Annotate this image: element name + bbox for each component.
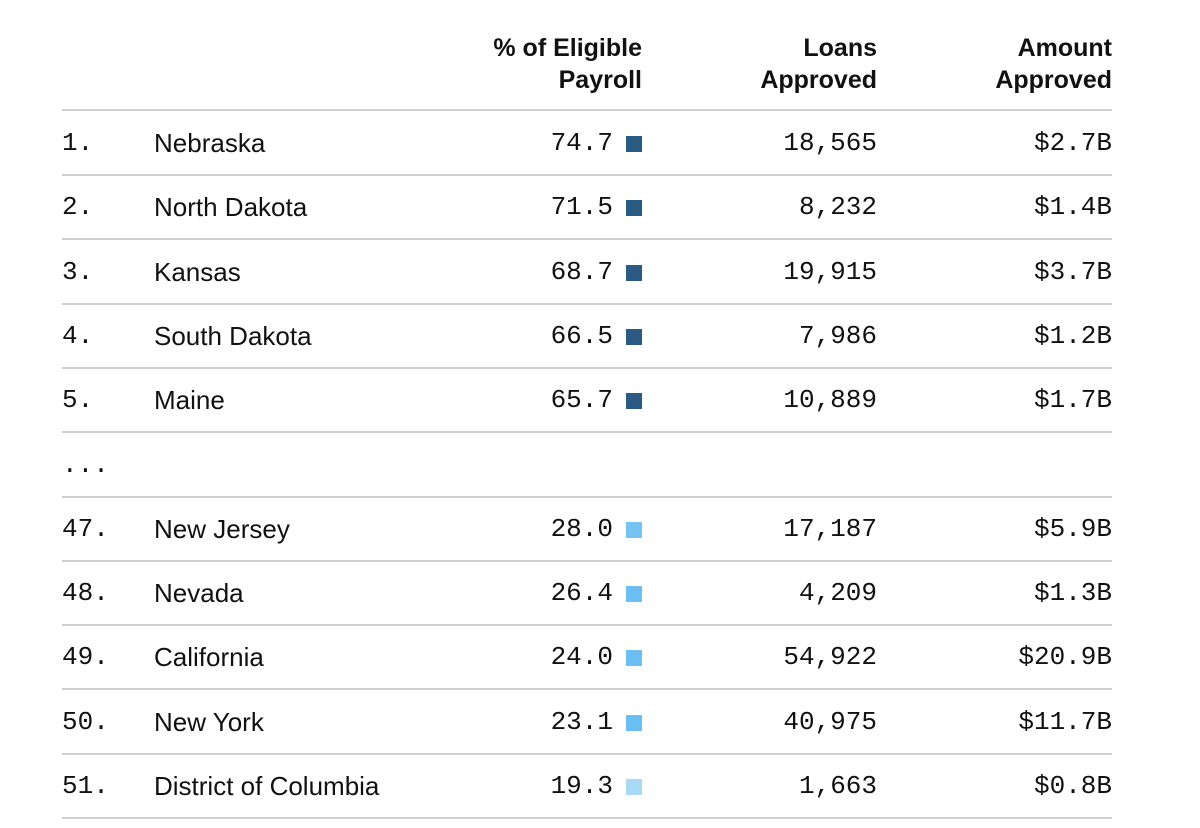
rank: 1. — [62, 128, 94, 158]
header-rule — [62, 109, 1112, 111]
row-rule — [62, 559, 1112, 562]
amount-approved: $11.7B — [1018, 706, 1112, 737]
row-rule — [62, 495, 1112, 498]
row-rule — [62, 817, 1112, 819]
column-header: % of Eligible — [493, 34, 642, 62]
rank: 5. — [62, 385, 94, 416]
loans-approved: 10,889 — [783, 385, 877, 416]
loans-approved: 4,209 — [798, 578, 877, 609]
column-header: Approved — [995, 66, 1112, 94]
rank: 48. — [62, 578, 109, 609]
loans-approved: 7,986 — [798, 320, 877, 351]
state-name: Nebraska — [154, 128, 266, 158]
state-name: Maine — [154, 385, 225, 416]
rank: ... — [62, 449, 109, 480]
row-rule — [62, 688, 1112, 691]
color-swatch — [626, 586, 642, 603]
loans-approved: 17,187 — [783, 513, 877, 544]
loans-approved: 1,663 — [798, 771, 877, 801]
amount-approved: $1.3B — [1033, 578, 1112, 609]
row-rule — [62, 302, 1112, 305]
loans-approved: 18,565 — [783, 128, 877, 158]
payroll-percent: 23.1 — [550, 706, 613, 737]
row-rule — [62, 431, 1112, 434]
color-swatch — [626, 393, 642, 410]
amount-approved: $0.8B — [1033, 771, 1112, 801]
color-swatch — [626, 650, 642, 667]
row-rule — [62, 752, 1112, 755]
state-name: New York — [154, 706, 264, 737]
row-rule — [62, 624, 1112, 627]
column-header: Amount — [1017, 34, 1112, 62]
color-swatch — [626, 200, 642, 217]
color-swatch — [626, 521, 642, 538]
color-swatch — [626, 714, 642, 731]
color-swatch — [626, 779, 642, 795]
state-name: District of Columbia — [154, 771, 380, 801]
payroll-percent: 66.5 — [550, 320, 613, 351]
column-header: Approved — [760, 66, 877, 94]
amount-approved: $1.7B — [1033, 385, 1112, 416]
payroll-percent: 65.7 — [550, 385, 613, 416]
amount-approved: $3.7B — [1033, 256, 1112, 287]
payroll-percent: 74.7 — [550, 128, 613, 158]
rank: 51. — [62, 771, 109, 801]
row-rule — [62, 238, 1112, 241]
rank: 47. — [62, 513, 109, 544]
loans-approved: 8,232 — [798, 192, 877, 223]
state-name: South Dakota — [154, 320, 312, 351]
payroll-percent: 26.4 — [550, 578, 613, 609]
payroll-percent: 28.0 — [550, 513, 613, 544]
payroll-percent: 24.0 — [550, 642, 613, 673]
rank: 4. — [62, 320, 94, 351]
state-name: California — [154, 642, 264, 673]
row-rule — [62, 366, 1112, 369]
amount-approved: $1.4B — [1033, 192, 1112, 223]
state-name: New Jersey — [154, 513, 290, 544]
column-header: Loans — [803, 34, 877, 62]
state-name: Nevada — [154, 578, 244, 609]
amount-approved: $5.9B — [1033, 513, 1112, 544]
rank: 3. — [62, 256, 94, 287]
amount-approved: $1.2B — [1033, 320, 1112, 351]
row-rule — [62, 174, 1112, 176]
state-name: North Dakota — [154, 192, 308, 223]
color-swatch — [626, 264, 642, 281]
loans-approved: 54,922 — [783, 642, 877, 673]
color-swatch — [626, 136, 642, 152]
payroll-percent: 71.5 — [550, 192, 613, 223]
color-swatch — [626, 328, 642, 345]
amount-approved: $20.9B — [1018, 642, 1112, 673]
column-header: Payroll — [558, 66, 642, 94]
state-name: Kansas — [154, 256, 241, 287]
rank: 49. — [62, 642, 109, 673]
rank: 50. — [62, 706, 109, 737]
loans-approved: 19,915 — [783, 256, 877, 287]
amount-approved: $2.7B — [1033, 128, 1112, 158]
payroll-percent: 19.3 — [550, 771, 613, 801]
rank: 2. — [62, 192, 94, 223]
loans-approved: 40,975 — [783, 706, 877, 737]
payroll-percent: 68.7 — [550, 256, 613, 287]
